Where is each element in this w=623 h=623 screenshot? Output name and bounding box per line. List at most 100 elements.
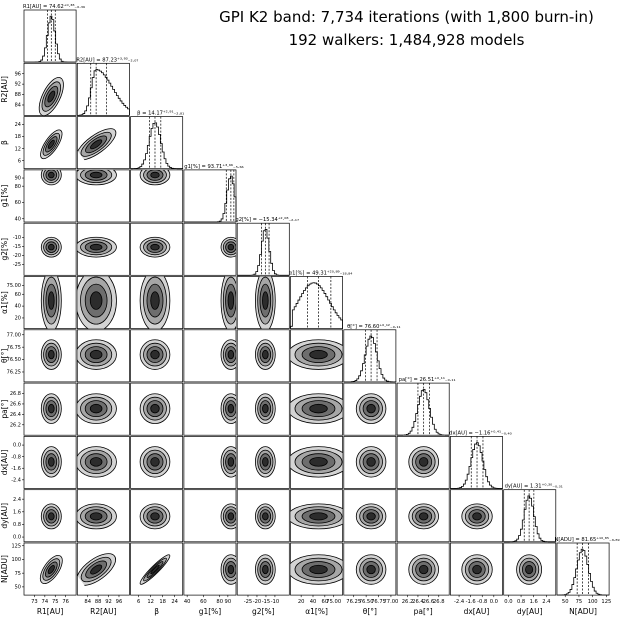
x-axis-label: β [154, 607, 159, 616]
y-tick-label: 40 [15, 304, 21, 310]
panel--dx-au [130, 436, 184, 489]
panel-r1-au-g2 [23, 222, 77, 276]
x-tick-label: 74 [42, 599, 49, 605]
contour-group [461, 503, 493, 530]
x-tick-label: 96 [116, 599, 123, 605]
contour-group [255, 276, 276, 329]
contour-group [220, 446, 236, 478]
contour-group [290, 339, 343, 370]
panel-r1-au-dy-au [23, 489, 77, 543]
x-tick-label: 90 [225, 599, 232, 605]
contour-level-4 [227, 512, 235, 521]
contour-level-4 [89, 291, 103, 310]
histogram-: β = 14.17⁺²·⁹¹₋₂.₈₁ [130, 111, 184, 170]
contour-level-4 [227, 349, 235, 360]
contour-level-4 [366, 403, 376, 414]
panel-frame [76, 62, 130, 116]
x-axis-label: dy[AU] [517, 607, 543, 616]
panel-r1-au- [23, 116, 77, 170]
y-tick-label: -0.8 [11, 454, 21, 460]
panel--n-adu [343, 542, 397, 596]
panel-pa-dx-au [396, 436, 450, 489]
contour-group [290, 554, 343, 585]
y-axis-label: dy[AU] [0, 503, 9, 529]
contour-group [290, 503, 343, 530]
x-tick-label: -0.8 [477, 599, 487, 605]
contour-level-4 [366, 564, 376, 575]
y-tick-label: 26.6 [10, 402, 21, 408]
y-tick-label: 0.0 [13, 443, 21, 449]
contour-level-4 [472, 512, 482, 521]
y-tick-label: 60 [15, 292, 21, 298]
histogram-bars [556, 548, 610, 596]
contour-group [408, 446, 439, 478]
panel-r2-au-g1 [76, 169, 130, 223]
histogram-label: θ[°] = 76.60⁺⁰·¹²₋₀.₁₁ [347, 324, 401, 330]
contour-level-4 [227, 403, 235, 414]
panel-1- [290, 329, 343, 383]
panel-dx-au-n-adu [450, 542, 503, 596]
histogram-bars [396, 388, 450, 436]
x-tick-label: -25 [244, 599, 252, 605]
panel-r2-au-dx-au [76, 436, 130, 489]
panel-frame [130, 382, 184, 436]
contour-group [77, 339, 117, 370]
panel-pa-dy-au [396, 489, 450, 543]
contour-level-4 [48, 243, 55, 251]
contour-level-4 [472, 564, 482, 575]
histogram-label: dx[AU] = −1.16⁺⁰·⁴¹₋₀.₄₀ [449, 430, 512, 436]
panel-r2-au-1 [76, 276, 130, 329]
histogram-label: dy[AU] = 1.31⁺⁰·³⁰₋₀.₃₁ [505, 484, 563, 490]
x-tick-label: 75 [576, 599, 583, 605]
x-tick-label: 75 [52, 599, 59, 605]
contour-level-4 [47, 139, 55, 149]
histogram-label: g2[%] = −15.34⁺²·⁰⁸₋₂.₁₇ [235, 217, 299, 223]
panel-pa-n-adu [396, 542, 450, 596]
contour-group [255, 503, 276, 530]
x-tick-label: 24 [171, 599, 178, 605]
contour-level-4 [309, 457, 328, 467]
panel-g1-dx-au [183, 436, 237, 489]
panel--pa [130, 382, 184, 436]
y-axis-label: g2[%] [0, 238, 9, 261]
contour-group [516, 554, 543, 585]
contour-level-4 [47, 565, 55, 574]
panel--dx-au [343, 436, 397, 489]
histogram-label: pa[°] = 26.51⁺⁰·¹¹₋₀.₁₁ [399, 377, 456, 383]
x-tick-label: 0.0 [504, 599, 512, 605]
y-tick-label: 1.6 [13, 509, 21, 515]
histogram-bars [343, 335, 397, 383]
contour-level-4 [262, 564, 269, 575]
x-tick-label: -1.6 [466, 599, 476, 605]
panel-1-dx-au [290, 436, 343, 489]
histogram-bars [76, 69, 130, 116]
histogram-bars [24, 15, 77, 63]
histogram-bars [130, 122, 184, 170]
contour-group [139, 446, 171, 478]
contour-group [40, 339, 62, 370]
histogram-label: α1[%] = 49.31⁺²⁰·⁸⁹₋₁₈.₈₄ [289, 271, 353, 277]
contour-group [139, 339, 171, 370]
x-tick-label: 60 [322, 599, 329, 605]
contour-level-4 [309, 403, 328, 414]
x-tick-label: 60 [200, 599, 207, 605]
panel-g1-dy-au [183, 489, 237, 543]
y-axis-label: pa[°] [0, 400, 9, 419]
panel--pa [343, 382, 397, 436]
contour-group [220, 503, 236, 530]
y-tick-label: 76.25 [7, 370, 21, 376]
contour-group [255, 554, 276, 585]
contour-level-4 [89, 457, 103, 467]
x-tick-label: 100 [588, 599, 598, 605]
y-tick-label: -15 [13, 244, 21, 250]
contour-level-4 [418, 457, 429, 467]
y-tick-label: 0.0 [13, 535, 21, 541]
x-tick-label: 40 [310, 599, 317, 605]
contour-level-4 [89, 171, 103, 179]
x-axis-label: pa[°] [414, 607, 433, 616]
panel-frame [450, 436, 503, 489]
y-tick-label: 76.75 [7, 345, 21, 351]
contour-level-4 [89, 403, 103, 414]
x-axis-label: R2[AU] [90, 607, 117, 616]
